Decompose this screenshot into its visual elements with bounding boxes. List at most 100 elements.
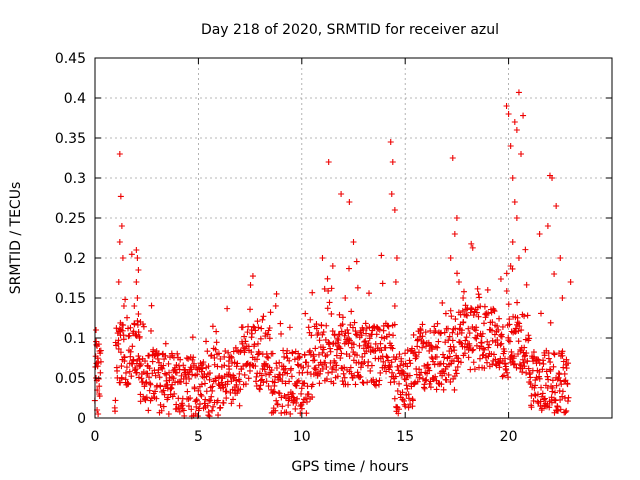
data-point bbox=[434, 320, 441, 327]
data-point bbox=[220, 384, 227, 391]
data-point bbox=[214, 397, 221, 404]
data-point bbox=[234, 360, 241, 367]
data-point bbox=[233, 381, 240, 388]
data-point bbox=[559, 295, 566, 301]
data-point bbox=[430, 376, 437, 383]
data-point bbox=[494, 337, 501, 344]
data-point bbox=[442, 339, 449, 346]
data-point bbox=[213, 328, 220, 335]
data-point bbox=[557, 255, 564, 261]
data-point bbox=[545, 355, 552, 362]
data-point bbox=[469, 347, 476, 354]
data-point bbox=[490, 307, 497, 314]
data-point bbox=[441, 370, 448, 377]
data-point bbox=[532, 377, 539, 384]
data-point bbox=[188, 406, 195, 413]
data-point bbox=[368, 362, 375, 369]
data-point bbox=[291, 356, 298, 363]
data-point bbox=[505, 301, 512, 308]
data-point bbox=[250, 323, 257, 330]
data-point bbox=[427, 378, 434, 385]
data-point bbox=[342, 295, 349, 301]
data-point bbox=[330, 380, 337, 387]
data-point bbox=[373, 378, 380, 385]
data-point bbox=[116, 328, 123, 335]
data-point bbox=[190, 354, 197, 361]
data-point bbox=[432, 343, 439, 350]
data-point bbox=[421, 362, 428, 369]
data-point bbox=[393, 354, 400, 361]
data-point bbox=[526, 335, 533, 342]
data-point bbox=[217, 404, 224, 411]
data-point bbox=[453, 370, 460, 377]
data-point bbox=[312, 345, 319, 352]
data-point bbox=[380, 358, 387, 365]
data-point bbox=[419, 333, 426, 340]
data-point bbox=[463, 306, 470, 313]
data-point bbox=[433, 353, 440, 360]
data-point bbox=[229, 360, 236, 367]
data-point bbox=[316, 380, 323, 387]
data-point bbox=[404, 385, 411, 392]
data-point bbox=[121, 354, 128, 361]
data-point bbox=[301, 351, 308, 358]
data-point bbox=[549, 384, 556, 391]
data-point bbox=[332, 359, 339, 366]
data-point bbox=[266, 335, 273, 342]
tick-marks bbox=[94, 57, 612, 419]
y-tick-label: 0.1 bbox=[64, 331, 86, 347]
data-point bbox=[295, 350, 302, 357]
data-point bbox=[503, 270, 510, 277]
data-point bbox=[321, 285, 328, 292]
data-point bbox=[326, 299, 333, 306]
data-point bbox=[499, 323, 506, 330]
data-point bbox=[208, 393, 215, 400]
data-point bbox=[460, 318, 467, 325]
data-point bbox=[449, 329, 456, 336]
data-point bbox=[382, 344, 389, 351]
data-point bbox=[134, 321, 141, 328]
data-point bbox=[263, 378, 270, 385]
data-point bbox=[481, 365, 488, 372]
data-point bbox=[233, 363, 240, 370]
data-point bbox=[344, 381, 351, 388]
data-point bbox=[525, 365, 532, 372]
data-point bbox=[361, 338, 368, 345]
data-point bbox=[212, 377, 219, 384]
data-point bbox=[470, 312, 477, 319]
data-point bbox=[129, 343, 136, 350]
data-point bbox=[446, 353, 453, 360]
data-point bbox=[392, 279, 399, 285]
data-point bbox=[536, 375, 543, 382]
data-point bbox=[521, 313, 528, 320]
data-point bbox=[363, 348, 370, 355]
data-point bbox=[330, 364, 337, 371]
data-point bbox=[323, 363, 330, 370]
data-point bbox=[185, 403, 192, 410]
data-point bbox=[422, 343, 429, 350]
data-point bbox=[284, 370, 291, 377]
data-point bbox=[420, 339, 427, 346]
data-point bbox=[354, 369, 361, 376]
data-point bbox=[148, 302, 155, 309]
data-point bbox=[536, 231, 543, 237]
data-point bbox=[337, 345, 344, 352]
data-point bbox=[556, 371, 563, 378]
data-point bbox=[319, 349, 326, 356]
data-point bbox=[279, 403, 286, 410]
data-point bbox=[484, 286, 491, 293]
data-point bbox=[333, 362, 340, 369]
data-point bbox=[479, 330, 486, 337]
data-point bbox=[324, 305, 331, 312]
plot-frame bbox=[94, 57, 613, 419]
data-point bbox=[200, 359, 207, 366]
data-point bbox=[549, 175, 556, 181]
data-point bbox=[409, 397, 416, 404]
data-point bbox=[247, 281, 254, 288]
data-point bbox=[345, 340, 352, 347]
data-point bbox=[485, 344, 492, 351]
data-point bbox=[498, 333, 505, 340]
data-point bbox=[287, 410, 294, 417]
y-tick-labels: 0 0.05 0.1 0.15 0.2 0.25 0.3 0.35 0.4 0.45 bbox=[55, 51, 86, 427]
data-point bbox=[515, 328, 522, 335]
